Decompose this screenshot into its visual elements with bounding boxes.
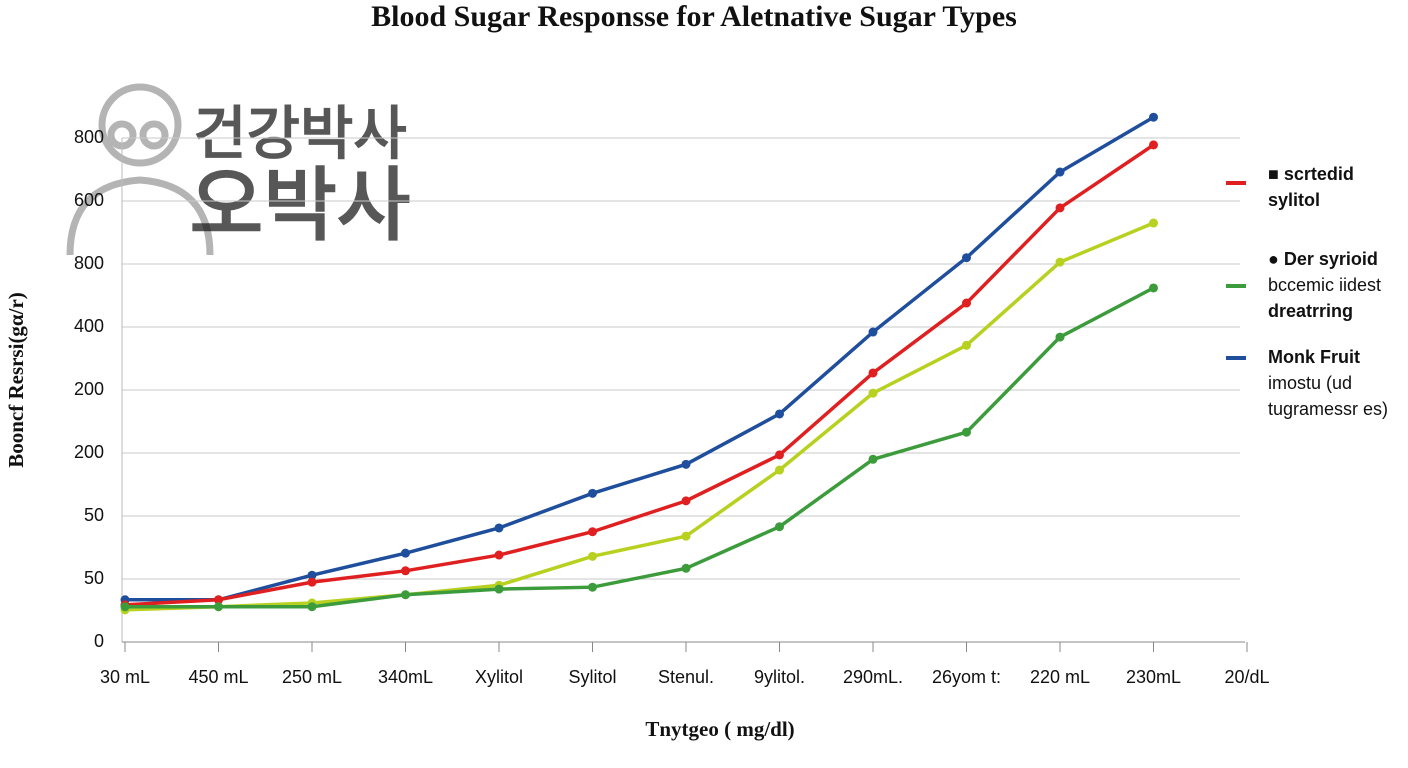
- x-tick-label: 220 mL: [1030, 667, 1090, 687]
- data-point: [494, 550, 504, 560]
- x-tick-label: Xylitol: [475, 667, 523, 687]
- data-point: [120, 602, 130, 612]
- y-tick-label: 50: [84, 568, 104, 588]
- data-point: [1149, 218, 1158, 228]
- x-tick-label: Sylitol: [568, 667, 616, 687]
- data-point: [307, 570, 317, 580]
- data-point: [681, 496, 691, 506]
- y-tick-label: 800: [74, 253, 104, 273]
- data-point: [775, 465, 784, 475]
- data-point: [681, 531, 691, 541]
- data-point: [962, 253, 971, 263]
- data-point: [868, 454, 878, 464]
- data-point: [868, 327, 878, 337]
- data-point: [401, 566, 410, 576]
- data-point: [588, 527, 597, 537]
- data-point: [401, 548, 410, 558]
- data-point: [681, 459, 691, 469]
- data-point: [681, 563, 691, 573]
- watermark-icon: [98, 83, 182, 167]
- legend-label: ● Der syrioid: [1268, 249, 1378, 269]
- data-point: [307, 602, 317, 612]
- legend-label: imostu (ud: [1268, 373, 1352, 393]
- data-point: [962, 340, 971, 350]
- watermark-icon: [139, 120, 169, 150]
- x-tick-label: 30 mL: [100, 667, 150, 687]
- legend-label: ■ scrtedid: [1268, 164, 1354, 184]
- x-tick-label: 230mL: [1126, 667, 1181, 687]
- data-point: [1149, 112, 1158, 122]
- y-tick-label: 200: [74, 442, 104, 462]
- data-point: [775, 450, 784, 460]
- chart-title: Blood Sugar Responsse for Aletnative Sug…: [371, 0, 1017, 33]
- x-tick-label: 26yom t:: [932, 667, 1001, 687]
- data-point: [494, 584, 504, 594]
- y-tick-label: 0: [94, 631, 104, 651]
- legend-label: dreatrring: [1268, 301, 1353, 321]
- data-point: [588, 551, 597, 561]
- data-point: [868, 388, 878, 398]
- watermark-text: 건강박사: [193, 101, 406, 166]
- series-line: [124, 221, 1155, 612]
- data-point: [588, 582, 597, 592]
- x-tick-label: 20/dL: [1224, 667, 1269, 687]
- data-point: [868, 368, 878, 378]
- data-point: [1149, 140, 1158, 150]
- x-tick-label: 290mL.: [843, 667, 903, 687]
- data-point: [1055, 167, 1065, 177]
- data-point: [775, 409, 784, 419]
- data-point: [962, 298, 971, 308]
- data-point: [494, 523, 504, 533]
- watermark-text: 오박사: [190, 161, 411, 250]
- watermark: [66, 83, 214, 256]
- series-line: [124, 143, 1155, 607]
- legend-label: bccemic iidest: [1268, 275, 1381, 295]
- y-tick-label: 50: [84, 505, 104, 525]
- x-tick-label: Stenul.: [658, 667, 714, 687]
- x-tick-label: 9ylitol.: [754, 667, 805, 687]
- data-point: [588, 488, 597, 498]
- data-point: [1055, 203, 1065, 213]
- data-point: [401, 590, 410, 600]
- data-point: [214, 595, 223, 605]
- legend-label: sylitol: [1268, 190, 1320, 210]
- data-point: [1055, 257, 1065, 267]
- y-tick-label: 400: [74, 316, 104, 336]
- data-point: [775, 522, 784, 532]
- data-point: [307, 577, 317, 587]
- x-tick-label: 340mL: [378, 667, 433, 687]
- y-tick-label: 600: [74, 190, 104, 210]
- y-axis-label: Booncf Resrsi(gα/r): [4, 292, 28, 468]
- x-axis-label: Tnytgeo ( mg/dl): [645, 717, 794, 741]
- data-point: [1149, 283, 1158, 293]
- data-point: [1055, 332, 1065, 342]
- legend-label: tugramessr es): [1268, 399, 1388, 419]
- y-tick-label: 800: [74, 127, 104, 147]
- series-line: [125, 286, 1155, 609]
- data-point: [962, 427, 971, 437]
- y-tick-label: 200: [74, 379, 104, 399]
- watermark-icon: [66, 176, 214, 256]
- x-tick-label: 450 mL: [188, 667, 248, 687]
- data-point: [214, 602, 223, 612]
- legend-label: Monk Fruit: [1268, 347, 1360, 367]
- x-tick-label: 250 mL: [282, 667, 342, 687]
- series-line: [125, 115, 1155, 602]
